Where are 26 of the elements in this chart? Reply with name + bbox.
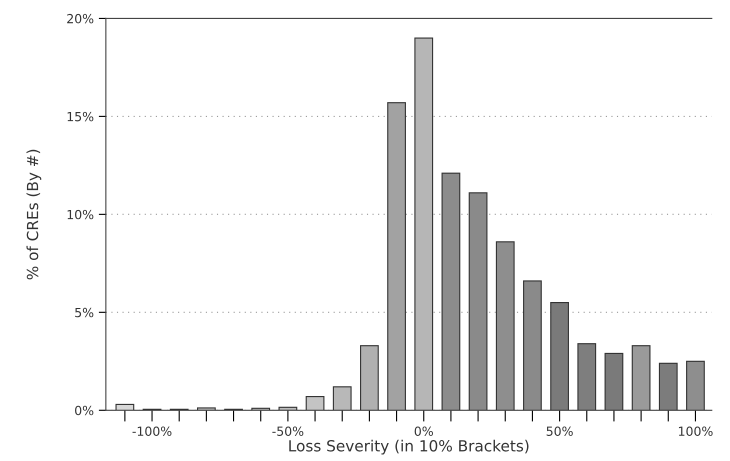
x-tick-label: 100% — [678, 426, 713, 436]
y-tick-label: 20% — [67, 14, 94, 24]
x-tick-label: 50% — [546, 426, 573, 436]
y-tick-label: 10% — [68, 210, 94, 220]
bar — [360, 345, 379, 410]
bar — [686, 360, 705, 410]
bar — [577, 343, 596, 410]
bar — [332, 386, 352, 410]
x-tick-label: -100% — [132, 426, 172, 436]
bar — [523, 280, 542, 410]
bar — [414, 37, 434, 410]
y-axis-title: % of CREs (By #) — [26, 150, 42, 280]
bar — [115, 404, 134, 410]
x-tick-label: -50% — [272, 426, 304, 436]
y-tick-label: 5% — [75, 308, 94, 318]
x-tick-label: 0% — [414, 426, 433, 436]
bar — [632, 345, 650, 410]
bar — [306, 396, 324, 410]
bar — [604, 352, 624, 410]
bar — [442, 172, 460, 410]
bar — [550, 302, 569, 410]
y-tick-label: 0% — [75, 406, 94, 416]
x-axis-title: Loss Severity (in 10% Brackets) — [289, 440, 528, 455]
y-tick-label: 15% — [68, 112, 94, 122]
bar — [658, 362, 678, 410]
bar — [468, 192, 488, 410]
